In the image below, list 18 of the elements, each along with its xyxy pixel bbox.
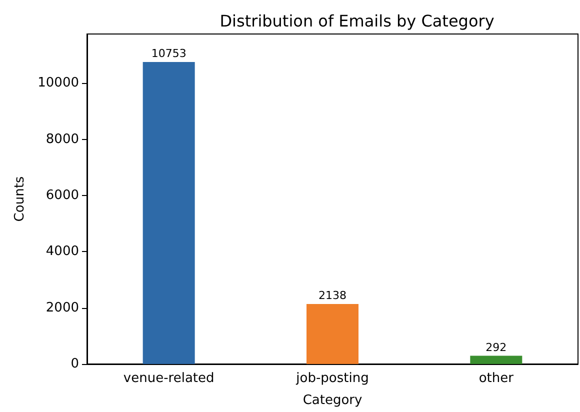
bar <box>142 62 195 364</box>
x-tick-label: venue-related <box>123 371 214 386</box>
y-tick-label: 0 <box>70 356 79 372</box>
bar <box>306 304 358 364</box>
x-tick-label: job-posting <box>295 371 369 386</box>
y-axis-title: Counts <box>12 176 28 222</box>
data-label: 10753 <box>151 47 186 60</box>
x-tick-label: other <box>478 371 514 386</box>
y-tick-label: 8000 <box>46 132 79 147</box>
bar <box>470 356 522 364</box>
y-tick-label: 6000 <box>46 188 79 203</box>
data-label: 292 <box>486 340 507 354</box>
y-tick-label: 2000 <box>46 300 79 316</box>
y-tick-label: 10000 <box>38 76 79 91</box>
x-axis-title: Category <box>302 393 362 408</box>
y-tick-label: 4000 <box>46 244 79 260</box>
data-label: 2138 <box>318 288 346 302</box>
chart-title: Distribution of Emails by Category <box>220 12 494 30</box>
